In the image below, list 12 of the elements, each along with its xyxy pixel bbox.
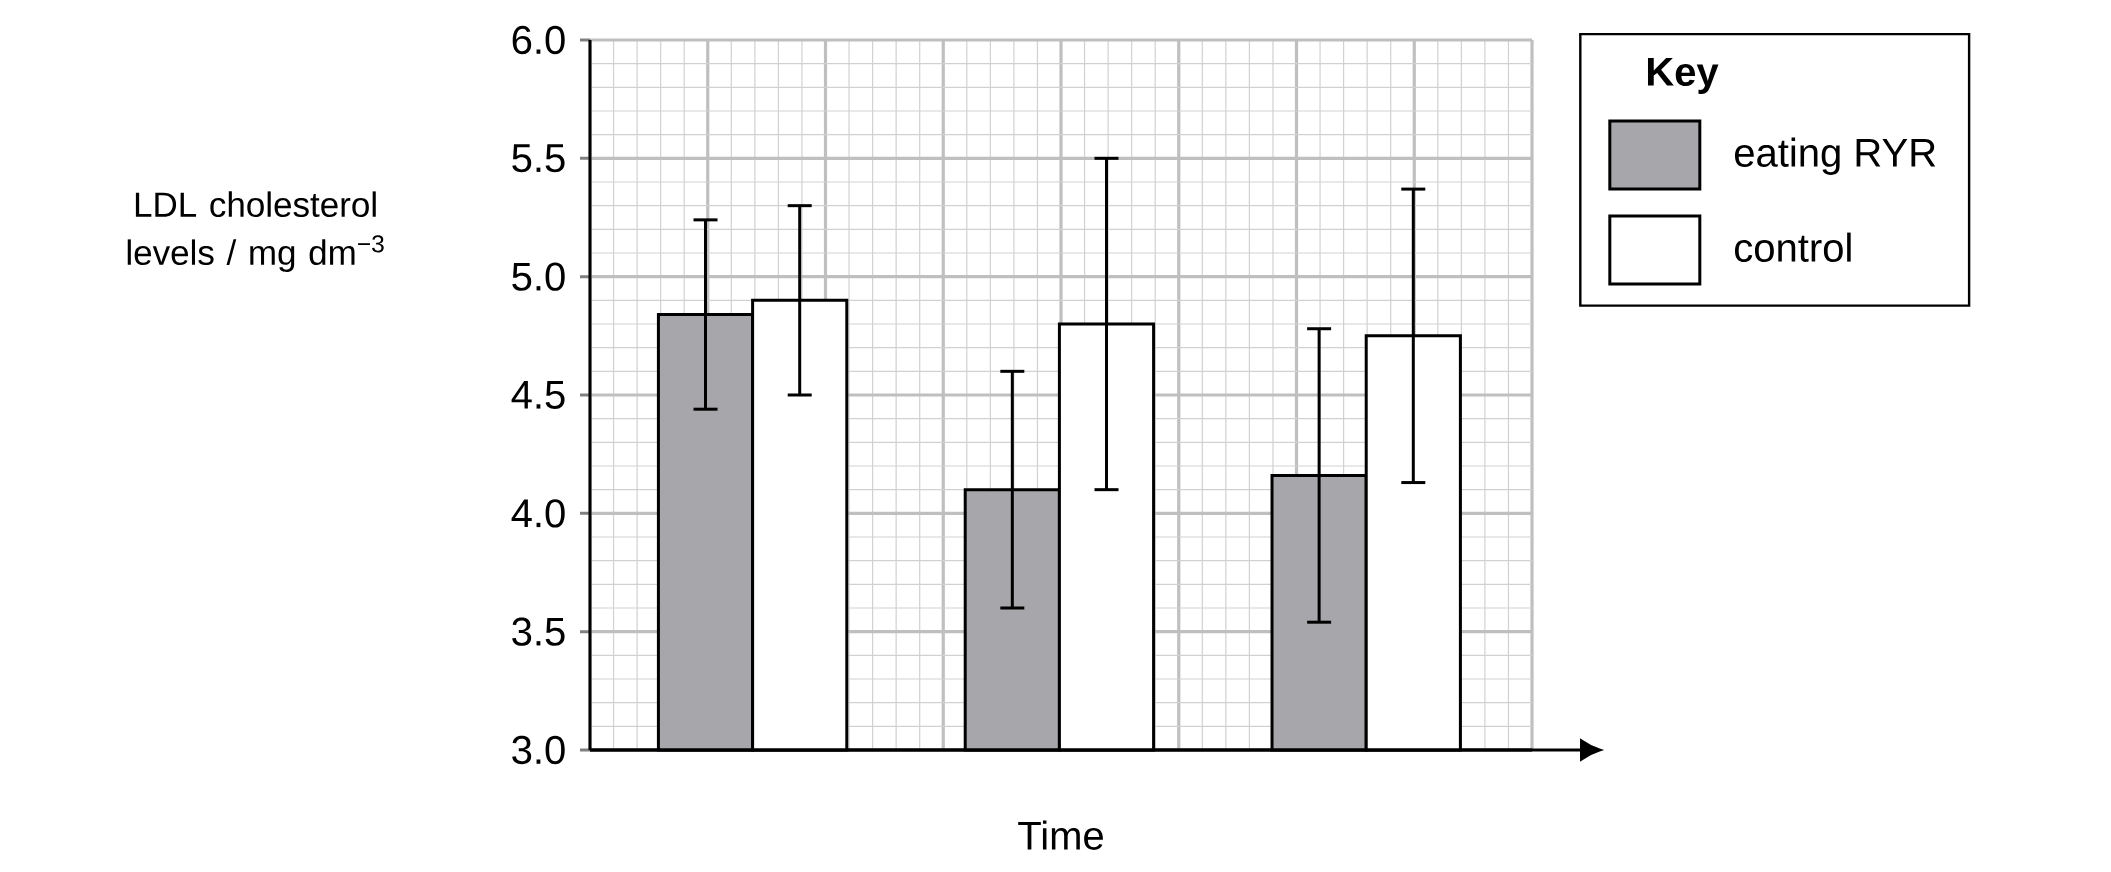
legend-label: control	[1734, 232, 1851, 262]
y-axis-title: LDL cholesterol levels / mg dm$^{−3}$	[127, 191, 384, 272]
legend-title: Key	[1647, 58, 1719, 94]
y-tick-label: 6.0	[512, 25, 565, 55]
legend-label: eating RYR	[1734, 137, 1936, 175]
y-tick-label: 3.0	[512, 735, 565, 765]
y-tick-label: 4.5	[511, 381, 565, 409]
y-tick-label: 5.0	[512, 262, 565, 291]
y-tick-label: 3.5	[512, 617, 565, 646]
y-tick-label: 4.0	[511, 499, 565, 528]
y-tick-label: 5.5	[512, 144, 565, 173]
x-axis-title: Time	[1018, 820, 1103, 850]
